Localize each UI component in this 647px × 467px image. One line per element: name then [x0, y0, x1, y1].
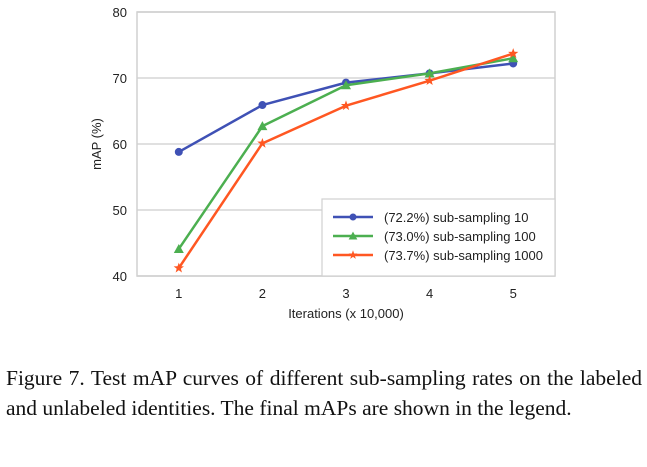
x-axis-label: Iterations (x 10,000): [288, 306, 404, 321]
star-marker: [257, 137, 268, 148]
x-tick-label: 4: [426, 286, 433, 301]
series-line: [173, 48, 519, 273]
series-group: [173, 48, 519, 273]
legend-label: (73.0%) sub-sampling 100: [384, 229, 536, 244]
legend-label: (73.7%) sub-sampling 1000: [384, 248, 543, 263]
triangle-marker: [173, 243, 184, 253]
triangle-marker: [508, 53, 519, 63]
star-marker: [424, 75, 435, 86]
circle-marker: [258, 101, 267, 110]
legend: (72.2%) sub-sampling 10 (73.0%) sub-sampl…: [321, 198, 556, 277]
y-tick-label: 80: [113, 5, 127, 20]
legend-item: (73.7%) sub-sampling 1000: [333, 248, 543, 263]
legend-item: (72.2%) sub-sampling 10: [333, 210, 529, 225]
star-marker: [340, 100, 352, 111]
y-tick-label: 60: [113, 137, 127, 152]
y-tick-label: 50: [113, 203, 127, 218]
circle-marker: [349, 213, 357, 221]
triangle-marker: [257, 121, 268, 131]
triangle-marker: [348, 231, 358, 240]
x-tick-label: 5: [510, 286, 517, 301]
x-tick-labels: 1 2 3 4 5: [175, 286, 517, 301]
x-tick-label: 1: [175, 286, 182, 301]
x-tick-label: 2: [259, 286, 266, 301]
triangle-marker: [424, 68, 435, 78]
triangle-marker: [341, 80, 351, 90]
figure-caption: Figure 7. Test mAP curves of different s…: [6, 366, 642, 420]
legend-label: (72.2%) sub-sampling 10: [384, 210, 529, 225]
circle-marker: [174, 147, 183, 156]
star-marker: [348, 250, 358, 259]
y-axis-label: mAP (%): [89, 118, 104, 170]
y-tick-label: 70: [113, 71, 127, 86]
x-tick-label: 3: [342, 286, 349, 301]
y-tick-labels: 40 50 60 70 80: [113, 5, 127, 284]
legend-box: [321, 198, 556, 277]
star-marker: [173, 262, 184, 273]
star-marker: [508, 48, 519, 58]
legend-item: (73.0%) sub-sampling 100: [333, 229, 536, 244]
series-line: [173, 53, 519, 253]
line-chart: 40 50 60 70 80 1 2 3 4 5 mAP (%) Iterations (x 1…: [89, 5, 556, 321]
y-tick-label: 40: [113, 269, 127, 284]
